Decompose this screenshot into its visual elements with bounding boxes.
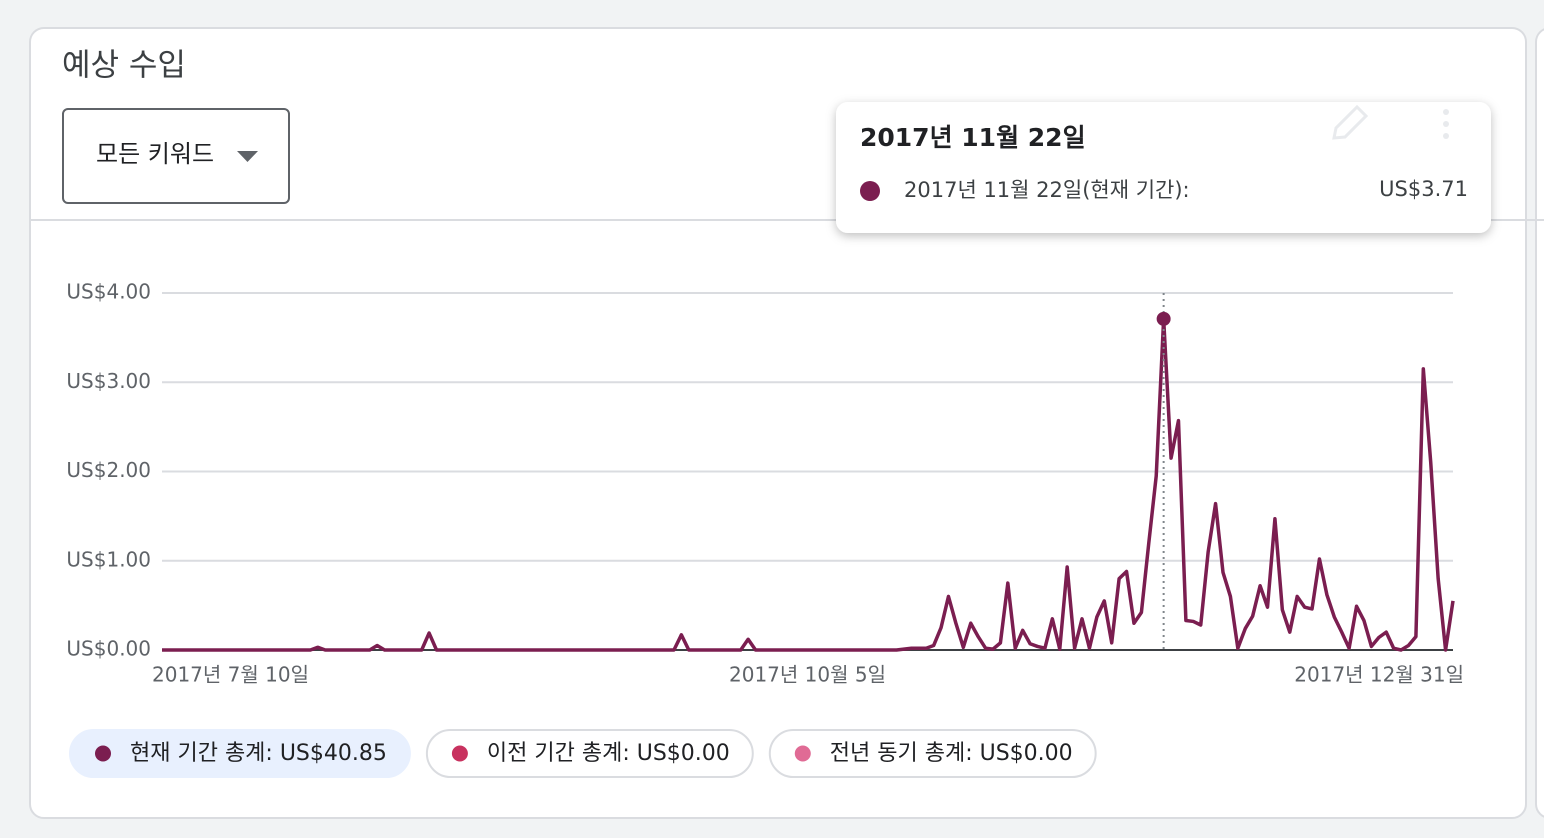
- y-tick-label: US$3.00: [66, 369, 151, 393]
- chip-bg: [768, 729, 1097, 778]
- tooltip: 2017년 11월 22일 2017년 11월 22일(현재 기간): US$3…: [836, 102, 1491, 233]
- highlight-point: [1156, 311, 1171, 326]
- chip-label: 현재 기간 총계: US$40.85: [130, 741, 387, 766]
- edit-icon[interactable]: [1332, 104, 1369, 140]
- x-tick-label: 2017년 10월 5일: [729, 663, 886, 687]
- menu-dot[interactable]: [1443, 133, 1449, 139]
- plot: US$0.00 US$1.00 US$2.00 US$3.00 US$4.00 2017년…: [66, 280, 1464, 687]
- chip-bg: [425, 729, 754, 778]
- tooltip-title: 2017년 11월 22일: [860, 123, 1086, 152]
- dropdown-arrow[interactable]: [237, 151, 258, 162]
- chip-bg: [69, 729, 411, 778]
- y-tick-label: US$1.00: [66, 547, 151, 571]
- legend-chip[interactable]: 전년 동기 총계: US$0.00: [768, 729, 1097, 778]
- menu-dot[interactable]: [1443, 109, 1449, 115]
- menu-dot[interactable]: [1443, 121, 1449, 127]
- chip-dot: [794, 745, 811, 762]
- dropdown[interactable]: 모든 키워드: [62, 108, 290, 204]
- legend-chip[interactable]: 이전 기간 총계: US$0.00: [425, 729, 754, 778]
- x-tick-label: 2017년 7월 10일: [152, 663, 309, 687]
- next-card: [1535, 28, 1544, 818]
- legend: 현재 기간 총계: US$40.85 이전 기간 총계: US$0.00 전년 동기…: [69, 729, 1097, 778]
- card-title: 예상 수입: [62, 48, 186, 84]
- legend-chip[interactable]: 현재 기간 총계: US$40.85: [69, 729, 411, 778]
- y-tick-label: US$0.00: [66, 637, 151, 661]
- tooltip-value: US$3.71: [1379, 177, 1468, 201]
- tooltip-dot: [860, 181, 880, 201]
- dropdown-label[interactable]: 모든 키워드: [96, 140, 214, 168]
- chip-dot: [451, 745, 468, 762]
- chip-label: 이전 기간 총계: US$0.00: [487, 741, 730, 766]
- chip-dot: [95, 745, 111, 762]
- chip-label: 전년 동기 총계: US$0.00: [830, 741, 1073, 766]
- y-tick-label: US$4.00: [66, 280, 151, 304]
- series-line: [162, 317, 1455, 652]
- tooltip-box: [836, 102, 1491, 233]
- dropdown-box[interactable]: [62, 108, 290, 204]
- tooltip-label: 2017년 11월 22일(현재 기간):: [904, 178, 1190, 202]
- y-tick-label: US$2.00: [66, 458, 151, 482]
- x-tick-label: 2017년 12월 31일: [1294, 663, 1464, 687]
